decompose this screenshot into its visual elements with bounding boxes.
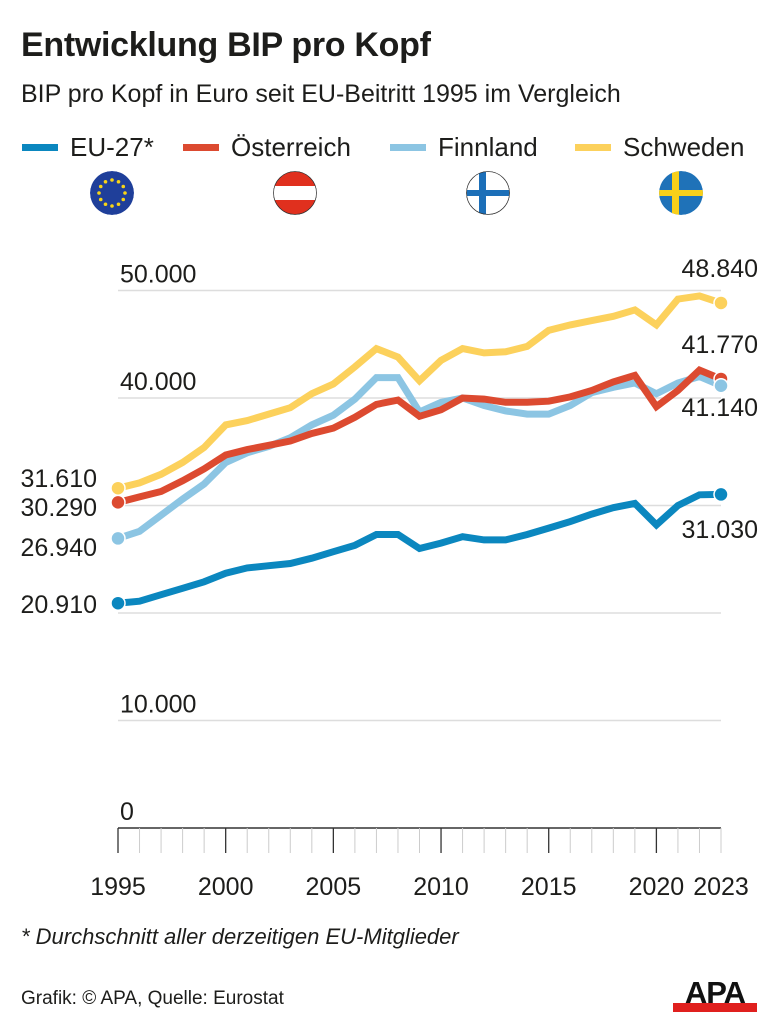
series-start-marker <box>110 530 126 547</box>
chart-subtitle: BIP pro Kopf in Euro seit EU-Beitritt 19… <box>21 80 621 108</box>
y-tick-label: 50.000 <box>120 261 196 289</box>
finland-flag-icon <box>466 171 510 215</box>
eu-star <box>97 191 101 195</box>
series-line-eu27 <box>117 490 722 607</box>
x-tick-label: 2005 <box>306 873 362 901</box>
x-tick-label: 2015 <box>521 873 577 901</box>
series-start-marker <box>110 480 126 496</box>
x-tick-label: 2000 <box>198 873 254 901</box>
legend-swatch-sweden <box>575 143 611 151</box>
sweden-flag-icon <box>659 171 703 215</box>
end-value-label: 41.140 <box>682 394 758 422</box>
x-tick-label: 2023 <box>693 873 749 901</box>
start-value-label: 31.610 <box>21 465 97 493</box>
eu-star <box>110 204 114 208</box>
end-value-label: 41.770 <box>682 331 758 359</box>
eu-star <box>121 197 126 202</box>
y-tick-label: 40.000 <box>120 368 196 396</box>
source-credit: Grafik: © APA, Quelle: Eurostat <box>21 988 284 1009</box>
eu-star <box>103 179 108 184</box>
start-value-label: 30.290 <box>21 494 97 522</box>
start-value-label: 20.910 <box>21 591 97 619</box>
eu-star <box>123 191 127 195</box>
value-labels: 0 10.000 40.000 50.000 1995 2000 2005 2010 2015 2… <box>21 255 758 901</box>
legend-item-eu27: EU-27* <box>22 131 154 163</box>
x-axis <box>117 827 722 853</box>
gridlines <box>118 289 721 722</box>
series-start-marker <box>110 595 126 611</box>
end-value-label: 31.030 <box>682 516 758 544</box>
eu-flag-icon <box>90 171 134 215</box>
legend-label: Österreich <box>231 131 351 162</box>
legend-item-sweden: Schweden <box>575 131 744 163</box>
apa-logo: APA <box>673 975 757 1012</box>
legend-swatch-austria <box>183 143 219 151</box>
eu-star <box>98 197 103 202</box>
y-tick-label: 0 <box>120 798 134 826</box>
chart-title: Entwicklung BIP pro Kopf <box>21 26 431 64</box>
austria-flag-icon <box>273 171 317 215</box>
x-tick-label: 2020 <box>629 873 685 901</box>
eu-star <box>116 202 121 207</box>
x-tick-label: 2010 <box>413 873 469 901</box>
eu-star <box>116 179 121 184</box>
series-line-schweden <box>117 292 723 492</box>
eu-star <box>110 178 114 182</box>
apa-logo-bar <box>673 1003 757 1012</box>
footnote: * Durchschnitt aller derzeitigen EU-Mitg… <box>21 924 459 949</box>
y-tick-label: 10.000 <box>120 691 196 719</box>
series-start-marker <box>110 494 126 511</box>
legend-swatch-finland <box>390 143 426 151</box>
legend-swatch-eu27 <box>22 143 58 151</box>
series-line-finnland <box>116 372 723 542</box>
legend-item-finland: Finnland <box>390 131 538 163</box>
end-value-label: 48.840 <box>682 255 758 283</box>
series-line-österreich <box>117 365 723 506</box>
series-end-marker <box>713 295 729 311</box>
eu-star <box>98 184 103 189</box>
legend-label: EU-27* <box>70 131 154 162</box>
legend-label: Finnland <box>438 131 538 162</box>
eu-star <box>121 184 126 189</box>
legend-item-austria: Österreich <box>183 131 351 163</box>
x-tick-label: 1995 <box>90 873 146 901</box>
legend-label: Schweden <box>623 131 745 162</box>
series-end-marker <box>713 486 729 503</box>
eu-star <box>103 202 108 207</box>
series-lines <box>110 292 729 611</box>
start-value-label: 26.940 <box>21 534 97 562</box>
series-end-marker <box>713 377 729 394</box>
